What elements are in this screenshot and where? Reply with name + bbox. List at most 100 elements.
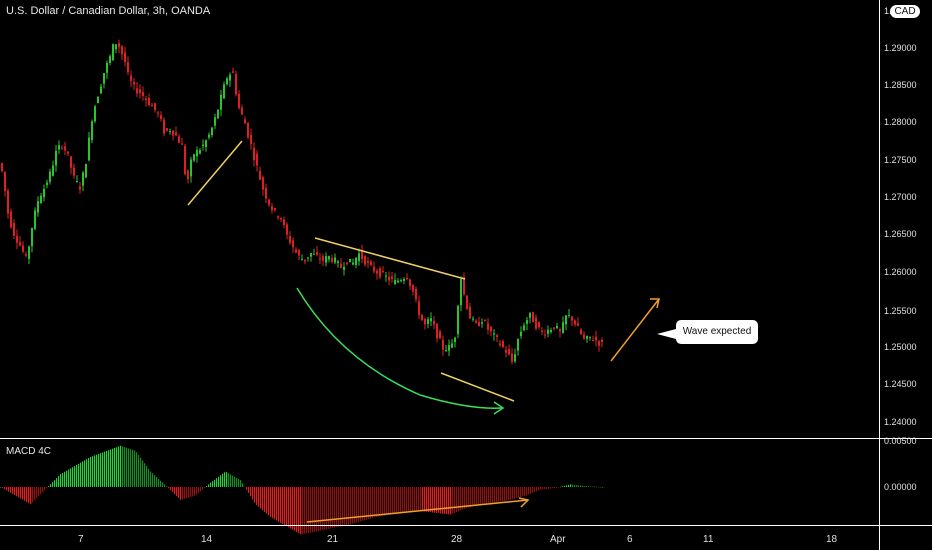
macd-bar: [314, 487, 316, 532]
rising-trendline[interactable]: [187, 140, 243, 206]
candle-body: [400, 280, 402, 282]
macd-bar: [388, 487, 390, 515]
macd-bar: [228, 473, 230, 487]
macd-bar: [54, 480, 56, 487]
candle-body: [154, 103, 156, 111]
candle-body: [52, 165, 54, 176]
macd-bar: [264, 487, 266, 512]
price-candles: [1, 39, 603, 365]
macd-bar: [280, 487, 282, 523]
x-tick: 11: [703, 534, 714, 545]
candle-body: [328, 256, 330, 260]
macd-bar: [416, 487, 418, 512]
candle-body: [136, 88, 138, 94]
macd-divergence-arrow[interactable]: [306, 499, 529, 523]
macd-bar: [126, 447, 128, 487]
macd-bar: [32, 487, 34, 503]
macd-bar: [486, 487, 488, 504]
candle-body: [247, 122, 249, 138]
macd-bar: [106, 450, 108, 487]
macd-bar: [234, 476, 236, 487]
candle-body: [94, 106, 96, 122]
macd-bar: [586, 486, 588, 487]
candle-body: [538, 321, 540, 328]
macd-bar: [600, 487, 602, 488]
candle-body: [139, 89, 141, 93]
y-tick: 1.29000: [884, 43, 917, 53]
macd-bar: [448, 487, 450, 515]
candle-body: [31, 228, 33, 247]
candle-body: [4, 171, 6, 192]
macd-bar: [38, 487, 40, 497]
macd-bar: [522, 487, 524, 497]
macd-bar: [70, 468, 72, 487]
macd-bar: [192, 487, 194, 497]
macd-bar: [276, 487, 278, 521]
candle-body: [418, 301, 420, 316]
y-tick: 1.28000: [884, 117, 917, 127]
candle-body: [556, 325, 558, 329]
macd-bar: [268, 487, 270, 516]
currency-badge[interactable]: CAD: [890, 5, 920, 18]
curve-arrowhead: [493, 401, 505, 415]
candle-body: [106, 62, 108, 73]
macd-bar: [508, 487, 510, 501]
candle-body: [544, 334, 546, 336]
macd-bar: [414, 487, 416, 512]
upper-channel-line[interactable]: [314, 237, 466, 280]
macd-bar: [338, 487, 340, 527]
macd-bar: [282, 487, 284, 524]
candle-body: [295, 249, 297, 253]
macd-bar: [64, 471, 66, 487]
macd-bar: [74, 466, 76, 487]
macd-bar: [504, 487, 506, 501]
macd-bar: [356, 487, 358, 523]
macd-bar: [480, 487, 482, 505]
candle-body: [217, 109, 219, 119]
macd-bar: [170, 487, 172, 491]
macd-bar: [26, 487, 28, 502]
macd-bar: [384, 487, 386, 516]
macd-bar: [590, 486, 592, 487]
wave-callout[interactable]: Wave expected: [676, 320, 758, 344]
candle-body: [553, 327, 555, 330]
macd-bar: [250, 487, 252, 497]
candle-body: [313, 253, 315, 255]
macd-bar: [78, 463, 80, 487]
lower-channel-line[interactable]: [440, 372, 515, 402]
macd-bar: [572, 484, 574, 487]
x-tick: 18: [826, 534, 838, 545]
candle-body: [151, 105, 153, 107]
macd-bar: [182, 487, 184, 500]
candle-body: [1, 163, 3, 172]
macd-bar: [358, 487, 360, 522]
candle-body: [133, 82, 135, 85]
macd-bar: [202, 487, 204, 490]
candle-body: [481, 322, 483, 324]
candle-body: [502, 341, 504, 347]
candle-body: [346, 262, 348, 265]
macd-bar: [404, 487, 406, 513]
macd-bar: [588, 486, 590, 487]
macd-bar: [278, 487, 280, 522]
macd-bar: [326, 487, 328, 530]
macd-bar: [266, 487, 268, 514]
y-tick: 1.24500: [884, 379, 917, 389]
candle-body: [595, 336, 597, 341]
candle-body: [175, 132, 177, 136]
candle-body: [13, 222, 15, 236]
macd-bar: [208, 484, 210, 487]
macd-bar: [152, 473, 154, 487]
expected-wave-arrow[interactable]: [610, 298, 660, 362]
macd-bar: [236, 477, 238, 487]
macd-bar: [296, 487, 298, 533]
curve-arc[interactable]: [296, 287, 503, 409]
macd-bar: [88, 458, 90, 487]
macd-bar: [102, 452, 104, 487]
macd-bar: [8, 487, 10, 492]
macd-bar: [432, 487, 434, 513]
macd-bar: [336, 487, 338, 528]
indicator-label[interactable]: MACD 4C: [6, 446, 52, 457]
candle-body: [484, 319, 486, 321]
